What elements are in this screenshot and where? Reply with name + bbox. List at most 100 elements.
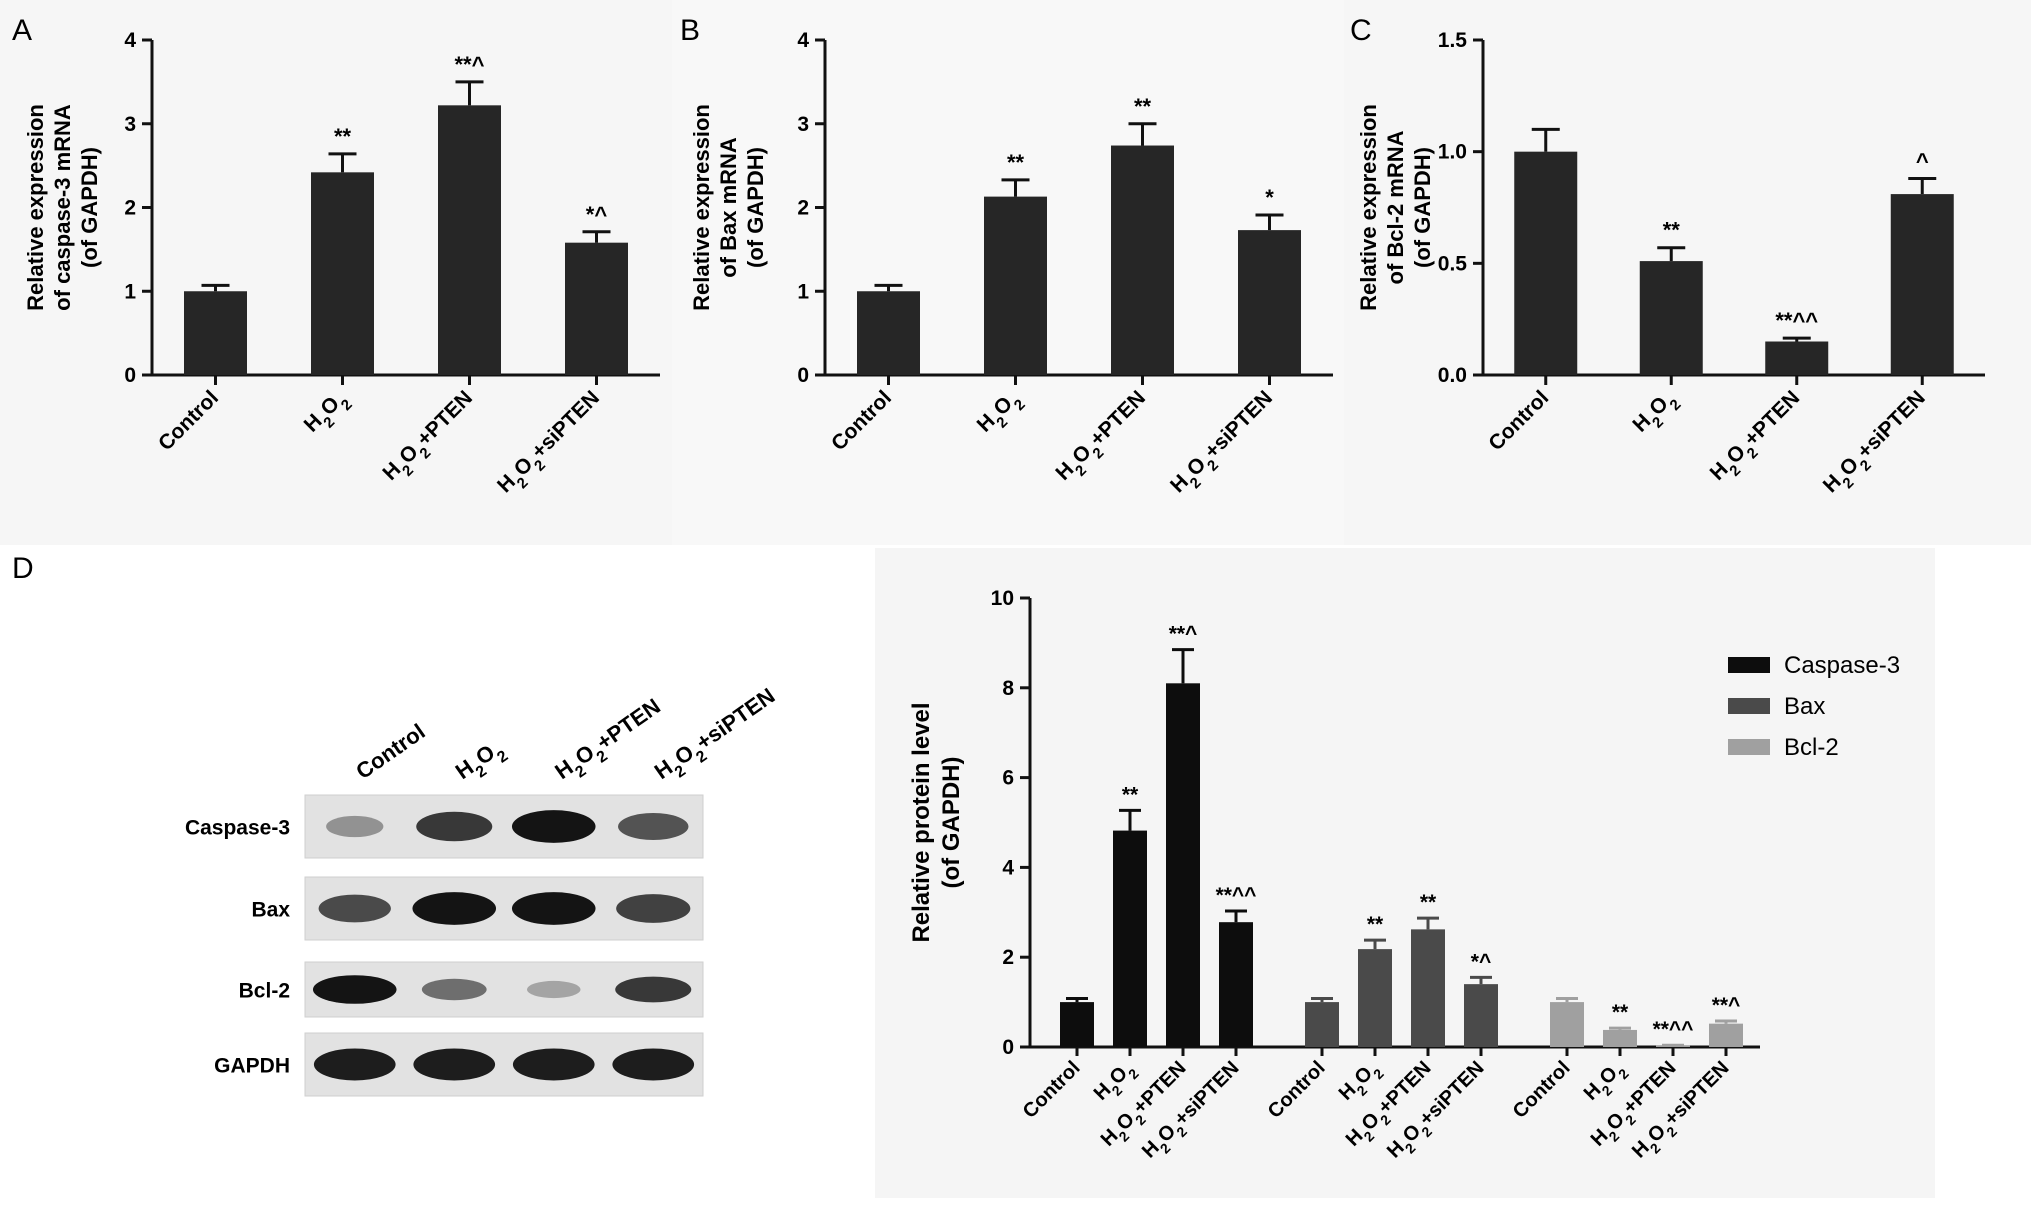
significance-label: **^ xyxy=(455,52,485,77)
y-tick-label: 0.0 xyxy=(1438,364,1467,387)
bar xyxy=(184,291,247,375)
y-tick-label: 1.5 xyxy=(1438,29,1468,52)
y-tick-label: 2 xyxy=(1002,946,1014,969)
bar xyxy=(565,242,628,375)
blot-band xyxy=(527,980,581,999)
bar xyxy=(1113,830,1147,1047)
bar xyxy=(1464,984,1498,1047)
bar xyxy=(1060,1002,1094,1047)
panel-label-d: D xyxy=(12,552,34,585)
blot-row-label: Bax xyxy=(251,899,290,922)
bar xyxy=(1890,194,1954,375)
blot-lane-label: H2O2 xyxy=(451,734,511,790)
blot-lane-label: H2O2+siPTEN xyxy=(650,683,784,790)
bar xyxy=(1238,230,1301,375)
y-axis-label-line: Relative expression xyxy=(1356,104,1381,311)
bar xyxy=(984,196,1047,375)
bar xyxy=(1411,929,1445,1047)
y-axis-label: Relative expression of Bcl-2 mRNA (of GAPD… xyxy=(1356,104,1435,311)
significance-label: ^ xyxy=(1916,148,1929,173)
y-tick-label: 8 xyxy=(1002,677,1014,700)
y-tick-label: 0 xyxy=(1002,1036,1014,1059)
legend: Caspase-3 Bax Bcl-2 xyxy=(1728,652,1900,761)
y-tick-label: 0.5 xyxy=(1438,252,1468,275)
blot-band xyxy=(511,892,596,925)
y-tick-label: 1 xyxy=(124,280,136,303)
legend-label: Caspase-3 xyxy=(1784,652,1900,679)
bar xyxy=(1765,341,1829,375)
y-axis-label: Relative protein level (of GAPDH) xyxy=(908,702,965,942)
panel-d-chart-background xyxy=(875,548,1935,1198)
blot-band xyxy=(615,976,692,1003)
bar xyxy=(1709,1023,1743,1047)
y-tick-label: 4 xyxy=(124,29,136,52)
significance-label: **^ xyxy=(1712,994,1741,1017)
blot-lane-label: Control xyxy=(351,719,429,784)
blot-band xyxy=(616,894,691,923)
bar xyxy=(857,291,920,375)
blot-band xyxy=(413,1048,496,1081)
blot-band xyxy=(512,1048,595,1081)
bar xyxy=(1639,261,1703,375)
blot-row-label: GAPDH xyxy=(214,1055,290,1078)
legend-swatch xyxy=(1728,657,1770,673)
significance-label: ** xyxy=(1663,218,1681,243)
legend-swatch xyxy=(1728,739,1770,755)
significance-label: **^^ xyxy=(1216,884,1257,907)
significance-label: ** xyxy=(1612,1001,1629,1024)
panel-label-a: A xyxy=(12,14,32,47)
y-axis-label-line: of Bcl-2 mRNA xyxy=(1383,130,1408,284)
bar xyxy=(1111,145,1174,375)
significance-label: *^ xyxy=(1471,950,1491,973)
legend-swatch xyxy=(1728,698,1770,714)
blot-band xyxy=(326,815,384,838)
y-tick-label: 6 xyxy=(1002,767,1014,790)
y-tick-label: 2 xyxy=(797,197,809,220)
bar xyxy=(1305,1002,1339,1047)
blot-band xyxy=(318,894,391,923)
y-tick-label: 4 xyxy=(1002,856,1014,879)
blot-band xyxy=(416,811,493,842)
significance-label: *^ xyxy=(586,202,608,227)
blot-row-label: Bcl-2 xyxy=(239,980,290,1003)
bar xyxy=(1219,922,1253,1047)
bar xyxy=(1550,1002,1584,1047)
blot-band xyxy=(511,810,596,843)
y-tick-label: 4 xyxy=(797,29,809,52)
bar xyxy=(1603,1029,1637,1047)
significance-label: ** xyxy=(1367,913,1384,936)
significance-label: **^^ xyxy=(1653,1018,1694,1041)
blot-band xyxy=(618,812,689,841)
blot-lane-label: H2O2+PTEN xyxy=(550,693,669,790)
y-axis-label-line: (of GAPDH) xyxy=(938,757,965,889)
y-tick-label: 3 xyxy=(124,113,136,136)
y-axis-label-line: of caspase-3 mRNA xyxy=(50,104,75,311)
y-tick-label: 0 xyxy=(797,364,809,387)
blot-band xyxy=(313,1048,396,1081)
significance-label: ** xyxy=(1122,783,1139,806)
bar xyxy=(1514,151,1578,375)
blot-band xyxy=(421,978,487,1001)
blot-row-label: Caspase-3 xyxy=(185,817,290,840)
y-axis-label: Relative expression of Bax mRNA (of GAPDH) xyxy=(689,104,768,311)
y-tick-label: 1.0 xyxy=(1438,141,1467,164)
significance-label: **^ xyxy=(1169,623,1198,646)
significance-label: ** xyxy=(1420,891,1437,914)
blot-band xyxy=(312,975,397,1004)
blot-band xyxy=(612,1048,695,1081)
panel-label-b: B xyxy=(680,14,700,47)
y-axis-label-line: (of GAPDH) xyxy=(1410,147,1435,268)
y-tick-label: 3 xyxy=(797,113,809,136)
panel-label-c: C xyxy=(1350,14,1372,47)
bar xyxy=(1166,683,1200,1047)
bar xyxy=(311,172,374,375)
chart-protein-level: 0 2 4 6 8 10 Relative protein level (of GAPDH) C… xyxy=(908,587,1900,1163)
y-axis-label-line: (of GAPDH) xyxy=(743,147,768,268)
y-tick-label: 1 xyxy=(797,280,809,303)
y-tick-label: 10 xyxy=(991,587,1014,610)
legend-label: Bcl-2 xyxy=(1784,734,1839,761)
y-axis-label-line: (of GAPDH) xyxy=(77,147,102,268)
